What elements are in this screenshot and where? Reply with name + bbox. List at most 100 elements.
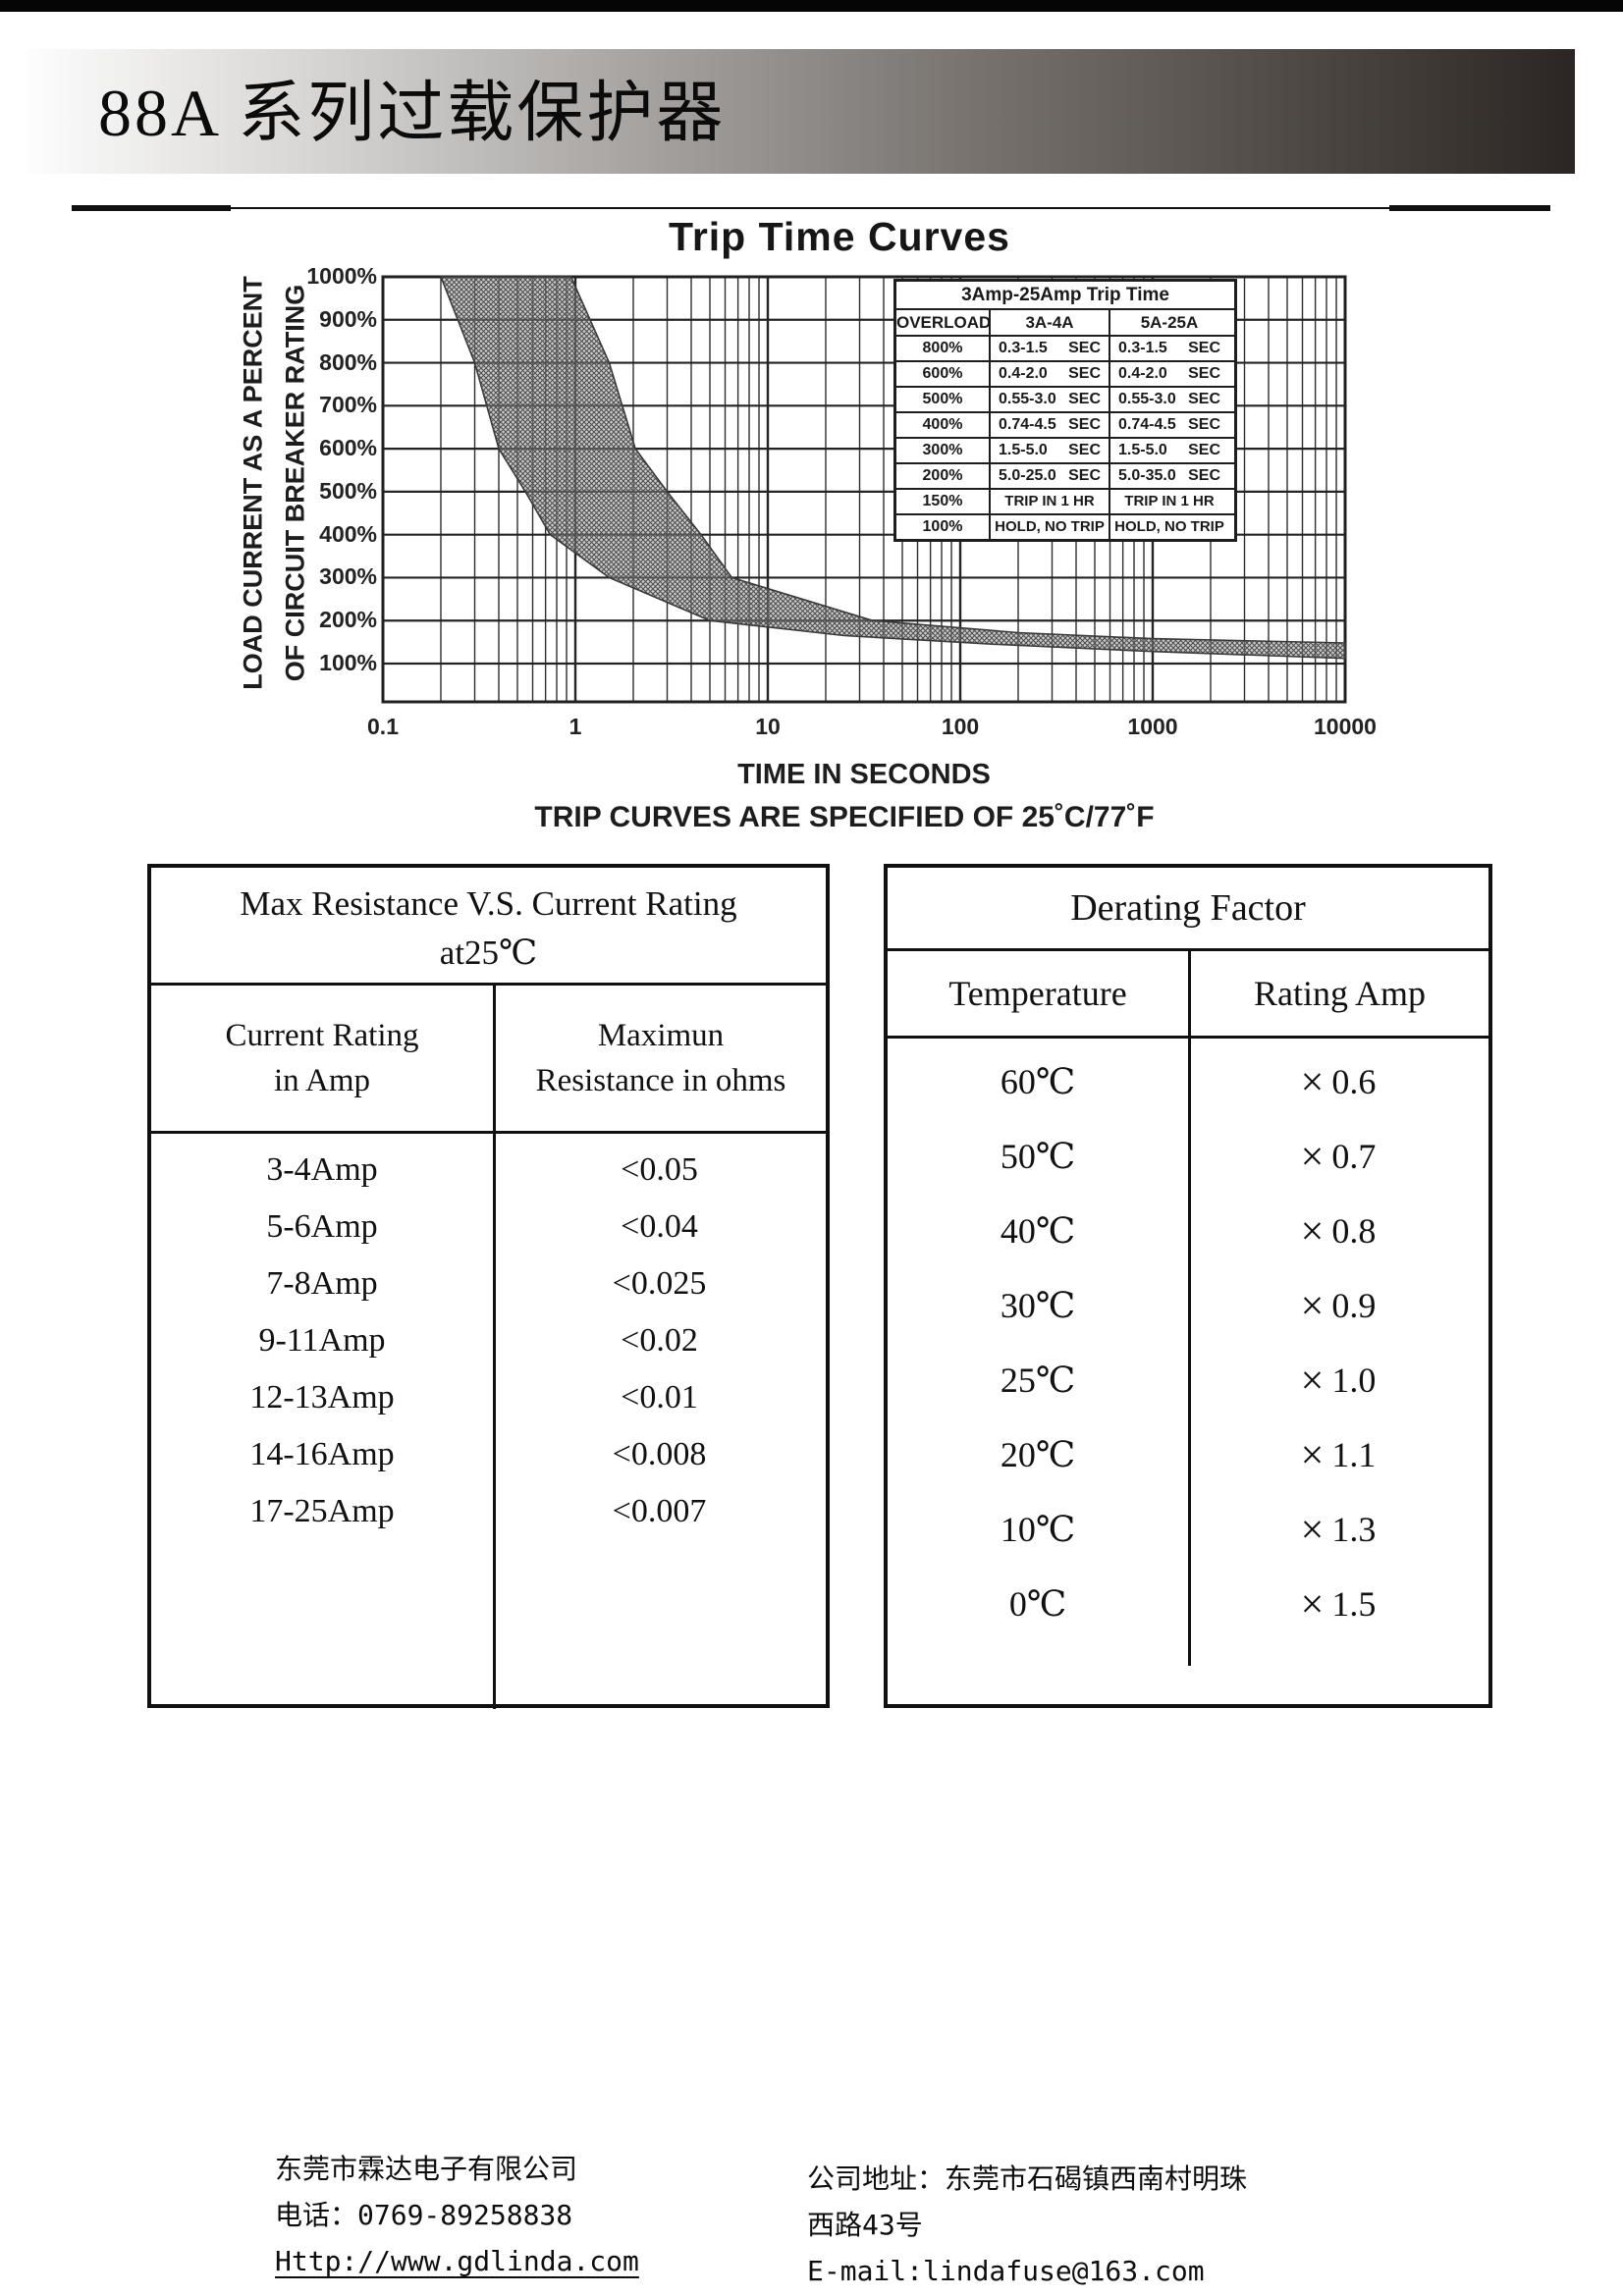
trip-time-cell: 5.0-35.0 SEC xyxy=(1109,464,1228,488)
chart-title: Trip Time Curves xyxy=(669,214,1010,259)
trip-table-header-5a-25a: 5A-25A xyxy=(1109,310,1228,335)
resistance-title-line2: at25℃ xyxy=(439,934,538,972)
y-tick-label: 700% xyxy=(319,392,377,417)
trip-table-row: 100% HOLD, NO TRIP HOLD, NO TRIP xyxy=(896,513,1234,539)
rating-factor-cell: × 0.8 xyxy=(1300,1209,1377,1255)
trip-time-value: 0.4-2.0 SEC xyxy=(1110,362,1228,386)
trip-time-cell: HOLD, NO TRIP xyxy=(1109,515,1228,539)
y-tick-label: 500% xyxy=(319,478,377,504)
trip-overload-cell: 150% xyxy=(922,493,963,509)
max-resistance-cell: <0.008 xyxy=(612,1436,707,1472)
trip-table-row: 500% 0.55-3.0 SEC 0.55-3.0 SEC xyxy=(896,386,1234,411)
footer-email: E-mail:lindafuse@163.com xyxy=(807,2255,1205,2287)
trip-table-row: 200% 5.0-25.0 SEC 5.0-35.0 SEC xyxy=(896,462,1234,488)
y-tick-label: 1000% xyxy=(306,263,377,289)
temperature-cell: 30℃ xyxy=(1000,1286,1076,1325)
trip-time-range: 0.4-2.0 xyxy=(999,365,1048,382)
rating-factor-cell: × 1.3 xyxy=(1300,1508,1377,1553)
current-rating-cell: 3-4Amp xyxy=(266,1151,378,1188)
x-tick-label: 1 xyxy=(568,714,582,739)
multiply-sign: × xyxy=(1300,1284,1325,1329)
trip-time-range: 0.74-4.5 xyxy=(1118,416,1176,433)
trip-time-text: HOLD, NO TRIP xyxy=(1114,518,1224,535)
derating-table-row: 50℃ × 0.7 xyxy=(888,1119,1488,1194)
multiply-sign: × xyxy=(1300,1209,1325,1255)
trip-table-body: 800% 0.3-1.5 SEC 0.3-1.5 SEC 600% 0.4-2.0 SEC 0.… xyxy=(896,335,1234,539)
trip-overload-cell: 800% xyxy=(922,340,963,356)
trip-time-value: 0.55-3.0 SEC xyxy=(991,388,1109,411)
x-tick-label: 10000 xyxy=(1314,714,1377,739)
y-tick-label: 300% xyxy=(319,563,377,589)
trip-overload-cell: 200% xyxy=(922,467,963,484)
trip-time-cell: 1.5-5.0 SEC xyxy=(1109,439,1228,462)
resistance-title-line1: Max Resistance V.S. Current Rating xyxy=(240,884,737,923)
derating-table-row: 40℃ × 0.8 xyxy=(888,1194,1488,1268)
trip-time-unit: SEC xyxy=(1188,391,1220,407)
max-resistance-cell: <0.05 xyxy=(621,1151,698,1188)
trip-time-cell: 0.74-4.5 SEC xyxy=(1109,413,1228,437)
trip-table-row: 400% 0.74-4.5 SEC 0.74-4.5 SEC xyxy=(896,411,1234,437)
trip-table-header-overload: OVERLOAD xyxy=(896,313,989,332)
derating-table-row: 30℃ × 0.9 xyxy=(888,1268,1488,1343)
chart-caption: TRIP CURVES ARE SPECIFIED OF 25˚C/77˚F xyxy=(534,801,1155,833)
rating-factor-cell: × 1.5 xyxy=(1300,1582,1377,1628)
trip-time-cell: 0.74-4.5 SEC xyxy=(989,413,1109,437)
derating-table-row: 10℃ × 1.3 xyxy=(888,1492,1488,1567)
trip-overload-cell: 300% xyxy=(922,442,963,458)
trip-time-unit: SEC xyxy=(1188,442,1220,458)
temperature-cell: 20℃ xyxy=(1000,1435,1076,1474)
footer-address-line2: 西路43号 xyxy=(807,2209,923,2241)
trip-time-cell: 0.3-1.5 SEC xyxy=(989,337,1109,360)
current-rating-cell: 14-16Amp xyxy=(249,1436,395,1472)
resistance-table-row: 5-6Amp <0.04 xyxy=(151,1199,826,1255)
trip-time-unit: SEC xyxy=(1188,340,1220,356)
page-title: 88A 系列过载保护器 xyxy=(98,76,727,150)
trip-overload-cell: 600% xyxy=(922,365,963,382)
temperature-cell: 40℃ xyxy=(1000,1211,1076,1251)
trip-time-unit: SEC xyxy=(1068,391,1101,407)
trip-time-range: 0.55-3.0 xyxy=(1118,391,1176,407)
footer-address-line1: 公司地址：东莞市石碣镇西南村明珠 xyxy=(807,2163,1248,2195)
trip-time-unit: SEC xyxy=(1068,365,1101,382)
derating-column-divider xyxy=(1188,1036,1191,1666)
y-tick-label: 900% xyxy=(319,306,377,332)
derating-table-body: 60℃ × 0.6 50℃ × 0.7 40℃ × 0.8 30℃ × 0.9 25℃ × 1.0 20℃ × 1… xyxy=(888,1036,1488,1666)
trip-table-row: 300% 1.5-5.0 SEC 1.5-5.0 SEC xyxy=(896,437,1234,462)
trip-time-value: 0.74-4.5 SEC xyxy=(991,413,1109,437)
trip-band xyxy=(439,276,1346,660)
max-resistance-table: Max Resistance V.S. Current Rating at25℃… xyxy=(147,864,830,1709)
y-tick-label: 200% xyxy=(319,607,377,632)
current-rating-cell: 9-11Amp xyxy=(258,1322,386,1359)
trip-time-range: 1.5-5.0 xyxy=(999,442,1048,458)
multiply-sign: × xyxy=(1300,1135,1325,1180)
footer-phone: 电话：0769-89258838 xyxy=(275,2199,573,2231)
trip-time-value: 0.3-1.5 SEC xyxy=(991,337,1109,360)
derating-col-header-rating-amp: Rating Amp xyxy=(1188,951,1488,1036)
trip-time-value: 5.0-25.0 SEC xyxy=(991,464,1109,488)
rating-factor-cell: × 0.7 xyxy=(1300,1135,1377,1180)
trip-time-cell: 0.55-3.0 SEC xyxy=(989,388,1109,411)
footer-company-name: 东莞市霖达电子有限公司 xyxy=(275,2153,578,2185)
trip-time-value: 1.5-5.0 SEC xyxy=(991,439,1109,462)
derating-col-header-temperature: Temperature xyxy=(948,974,1127,1013)
trip-time-unit: SEC xyxy=(1188,365,1220,382)
footer-website-link[interactable]: Http://www.gdlinda.com xyxy=(275,2245,639,2277)
resistance-table-title: Max Resistance V.S. Current Rating at25℃ xyxy=(151,868,826,986)
derating-table-header-row: Temperature Rating Amp xyxy=(888,951,1488,1039)
multiply-sign: × xyxy=(1300,1060,1325,1105)
trip-time-unit: SEC xyxy=(1188,416,1220,433)
max-resistance-cell: <0.007 xyxy=(612,1493,707,1529)
trip-time-cell: TRIP IN 1 HR xyxy=(989,490,1109,513)
trip-time-range: 0.55-3.0 xyxy=(999,391,1056,407)
resistance-header-line1: Maximun xyxy=(597,1018,725,1053)
trip-table-header-3a-4a: 3A-4A xyxy=(989,310,1109,335)
resistance-col-header-rating: Current Rating in Amp xyxy=(151,986,493,1131)
trip-time-range: 0.3-1.5 xyxy=(999,340,1048,356)
trip-time-unit: SEC xyxy=(1068,340,1101,356)
resistance-table-row: 12-13Amp <0.01 xyxy=(151,1369,826,1426)
x-tick-label: 100 xyxy=(941,714,980,739)
rating-header-line2: in Amp xyxy=(273,1063,371,1098)
trip-overload-cell: 500% xyxy=(922,391,963,407)
trip-time-cell: 0.55-3.0 SEC xyxy=(1109,388,1228,411)
derating-table-row: 25℃ × 1.0 xyxy=(888,1343,1488,1417)
